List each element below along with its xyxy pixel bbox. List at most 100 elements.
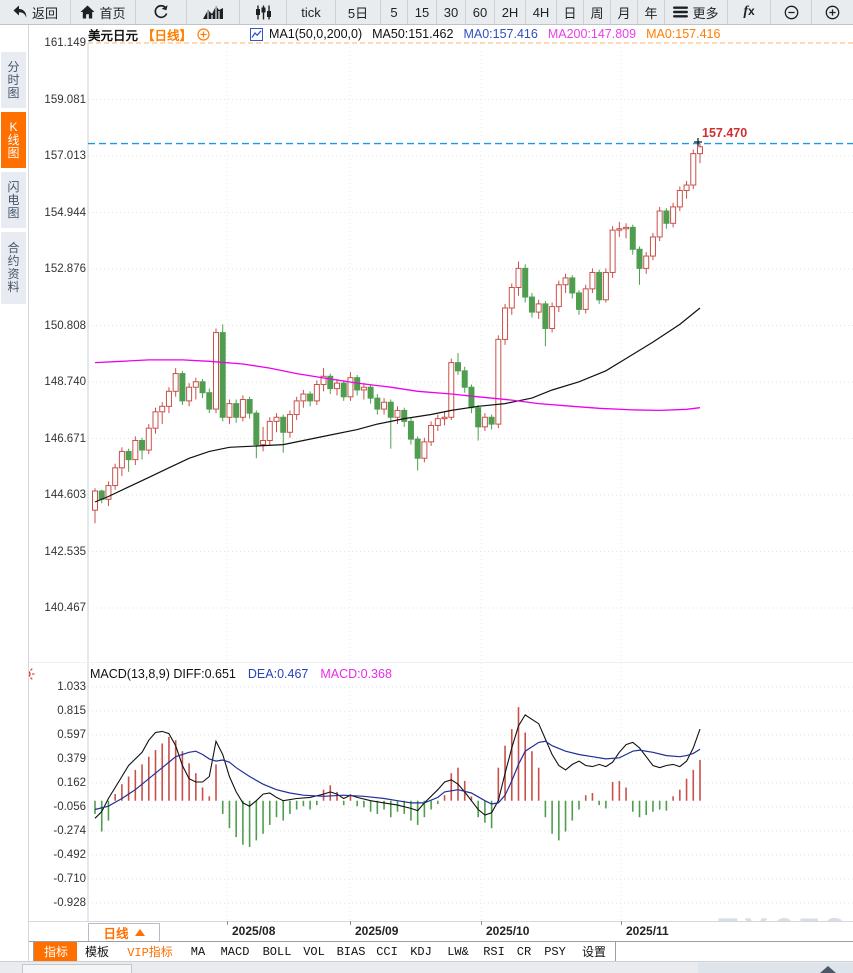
add-indicator-icon[interactable] bbox=[197, 27, 210, 41]
time-axis-tick bbox=[227, 921, 228, 925]
time-axis-label: 2025/08 bbox=[232, 924, 276, 938]
toolbar-button-zoom-out[interactable] bbox=[771, 0, 812, 24]
sidebar-item-lightning-chart[interactable]: 闪电图 bbox=[1, 172, 26, 228]
tab-模板[interactable]: 模板 bbox=[77, 942, 118, 961]
time-axis-tick bbox=[621, 921, 622, 925]
toolbar-button-interval-5[interactable]: 5 bbox=[381, 0, 408, 24]
bottom-status-strip bbox=[0, 961, 853, 973]
toolbar-button-interval-15[interactable]: 15 bbox=[408, 0, 437, 24]
tab-MA[interactable]: MA bbox=[183, 942, 214, 961]
toolbar-button-more[interactable]: 更多 bbox=[665, 0, 728, 24]
price-axis-label: 142.535 bbox=[44, 545, 86, 558]
time-axis-label: 2025/11 bbox=[626, 924, 669, 938]
macd-axis-label: -0.274 bbox=[53, 825, 86, 837]
toolbar-button-label: 60 bbox=[472, 4, 488, 20]
sidebar-item-time-share-chart[interactable]: 分时图 bbox=[1, 52, 26, 108]
toolbar-button-interval-5d[interactable]: 5日 bbox=[336, 0, 381, 24]
period-dropdown-button[interactable]: 日线 bbox=[88, 923, 160, 942]
toolbar-button-label: tick bbox=[301, 4, 321, 20]
price-axis-label: 146.671 bbox=[44, 432, 86, 445]
price-axis-label: 159.081 bbox=[44, 93, 86, 106]
back-arrow-icon bbox=[12, 5, 28, 19]
time-axis-tick bbox=[350, 921, 351, 925]
toolbar-button-label: 30 bbox=[443, 4, 459, 20]
price-axis-label: 140.467 bbox=[44, 602, 86, 614]
toolbar-button-back[interactable]: 返回 bbox=[0, 0, 71, 24]
last-price-label: 157.470 bbox=[702, 126, 748, 140]
period-tag: 【日线】 bbox=[142, 28, 193, 43]
refresh-icon bbox=[153, 4, 169, 20]
period-dropdown-label: 日线 bbox=[103, 927, 129, 941]
toolbar-button-chart-mode-candle[interactable] bbox=[240, 0, 287, 24]
toolbar-button-label: 更多 bbox=[692, 5, 719, 21]
time-axis-tick bbox=[481, 921, 482, 925]
tab-BIAS[interactable]: BIAS bbox=[331, 942, 372, 961]
toolbar-button-interval-60[interactable]: 60 bbox=[466, 0, 495, 24]
price-axis-label: 144.603 bbox=[44, 489, 86, 501]
ma-value: MA0:157.416 bbox=[646, 27, 721, 41]
price-axis-label: 148.740 bbox=[44, 376, 86, 388]
candlestick-icon bbox=[255, 5, 272, 20]
macd-axis-label: 0.162 bbox=[57, 777, 86, 789]
symbol-name: 美元日元 bbox=[88, 28, 139, 43]
toolbar-button-chart-mode-area[interactable] bbox=[187, 0, 240, 24]
macd-axis-label: 0.379 bbox=[57, 753, 86, 765]
tab-LW&[interactable]: LW& bbox=[439, 942, 478, 961]
zoom-out-icon bbox=[783, 4, 800, 21]
ma-value: MA200:147.809 bbox=[547, 27, 637, 41]
time-axis-row: 日线 bbox=[0, 921, 853, 942]
macd-header-value: MACD(13,8,9) DIFF:0.651 bbox=[90, 667, 236, 681]
zoom-in-icon bbox=[824, 4, 841, 21]
toolbar-button-interval-2h[interactable]: 2H bbox=[495, 0, 526, 24]
tab-设置[interactable]: 设置 bbox=[573, 942, 616, 961]
toolbar-button-home[interactable]: 首页 bbox=[71, 0, 136, 24]
tab-VIP指标[interactable]: VIP指标 bbox=[117, 942, 184, 961]
tab-BOLL[interactable]: BOLL bbox=[257, 942, 298, 961]
toolbar-button-label: 年 bbox=[644, 5, 658, 21]
toolbar-button-interval-30[interactable]: 30 bbox=[437, 0, 466, 24]
toolbar-button-interval-day[interactable]: 日 bbox=[557, 0, 584, 24]
tab-VOL[interactable]: VOL bbox=[297, 942, 332, 961]
tab-CCI[interactable]: CCI bbox=[371, 942, 404, 961]
tab-MACD[interactable]: MACD bbox=[213, 942, 258, 961]
price-axis-label: 154.944 bbox=[44, 206, 86, 219]
macd-axis-label: -0.492 bbox=[53, 849, 86, 861]
toolbar-button-label: 月 bbox=[617, 5, 631, 21]
chart-header: 美元日元 【日线】 MA1(50,0,200,0) MA50:151.462 MA0:1… bbox=[88, 26, 730, 43]
toolbar-button-label: 15 bbox=[414, 4, 430, 20]
tab-CR[interactable]: CR bbox=[511, 942, 538, 961]
chart-plot-area[interactable] bbox=[88, 43, 853, 920]
ma-chart-icon[interactable] bbox=[250, 27, 264, 41]
horizontal-scrollbar[interactable] bbox=[698, 963, 853, 973]
toolbar-button-interval-4h[interactable]: 4H bbox=[526, 0, 557, 24]
toolbar-button-interval-tick[interactable]: tick bbox=[287, 0, 336, 24]
price-axis-label: 152.876 bbox=[44, 263, 86, 275]
scroll-arrow-icon bbox=[820, 966, 836, 973]
toolbar-button-label: 首页 bbox=[99, 5, 126, 21]
macd-axis-label: 0.597 bbox=[57, 729, 86, 741]
ma-settings: MA1(50,0,200,0) bbox=[269, 27, 363, 41]
macd-axis-label: -0.056 bbox=[53, 801, 86, 813]
macd-axis-label: 1.033 bbox=[57, 681, 86, 693]
sidebar-item-contract-info[interactable]: 合约资料 bbox=[1, 232, 26, 304]
home-icon bbox=[80, 5, 95, 19]
toolbar-button-zoom-in[interactable] bbox=[812, 0, 853, 24]
indicator-tab-bar: 指标 模板 VIP指标 MA MACD BOLL VOL BIAS CCI KDJ LW& RSI CR… bbox=[0, 941, 853, 963]
tab-RSI[interactable]: RSI bbox=[477, 942, 512, 961]
tab-指标[interactable]: 指标 bbox=[33, 942, 79, 961]
price-axis-label: 161.149 bbox=[44, 37, 86, 49]
toolbar-button-interval-week[interactable]: 周 bbox=[584, 0, 611, 24]
toolbar-button-refresh[interactable] bbox=[136, 0, 187, 24]
area-chart-icon bbox=[202, 5, 224, 20]
tab-KDJ[interactable]: KDJ bbox=[403, 942, 440, 961]
macd-header-value: DEA:0.467 bbox=[247, 667, 309, 681]
toolbar-button-interval-year[interactable]: 年 bbox=[638, 0, 665, 24]
ma-value: MA0:157.416 bbox=[463, 27, 538, 41]
toolbar-button-interval-month[interactable]: 月 bbox=[611, 0, 638, 24]
tab-PSY[interactable]: PSY bbox=[537, 942, 574, 961]
